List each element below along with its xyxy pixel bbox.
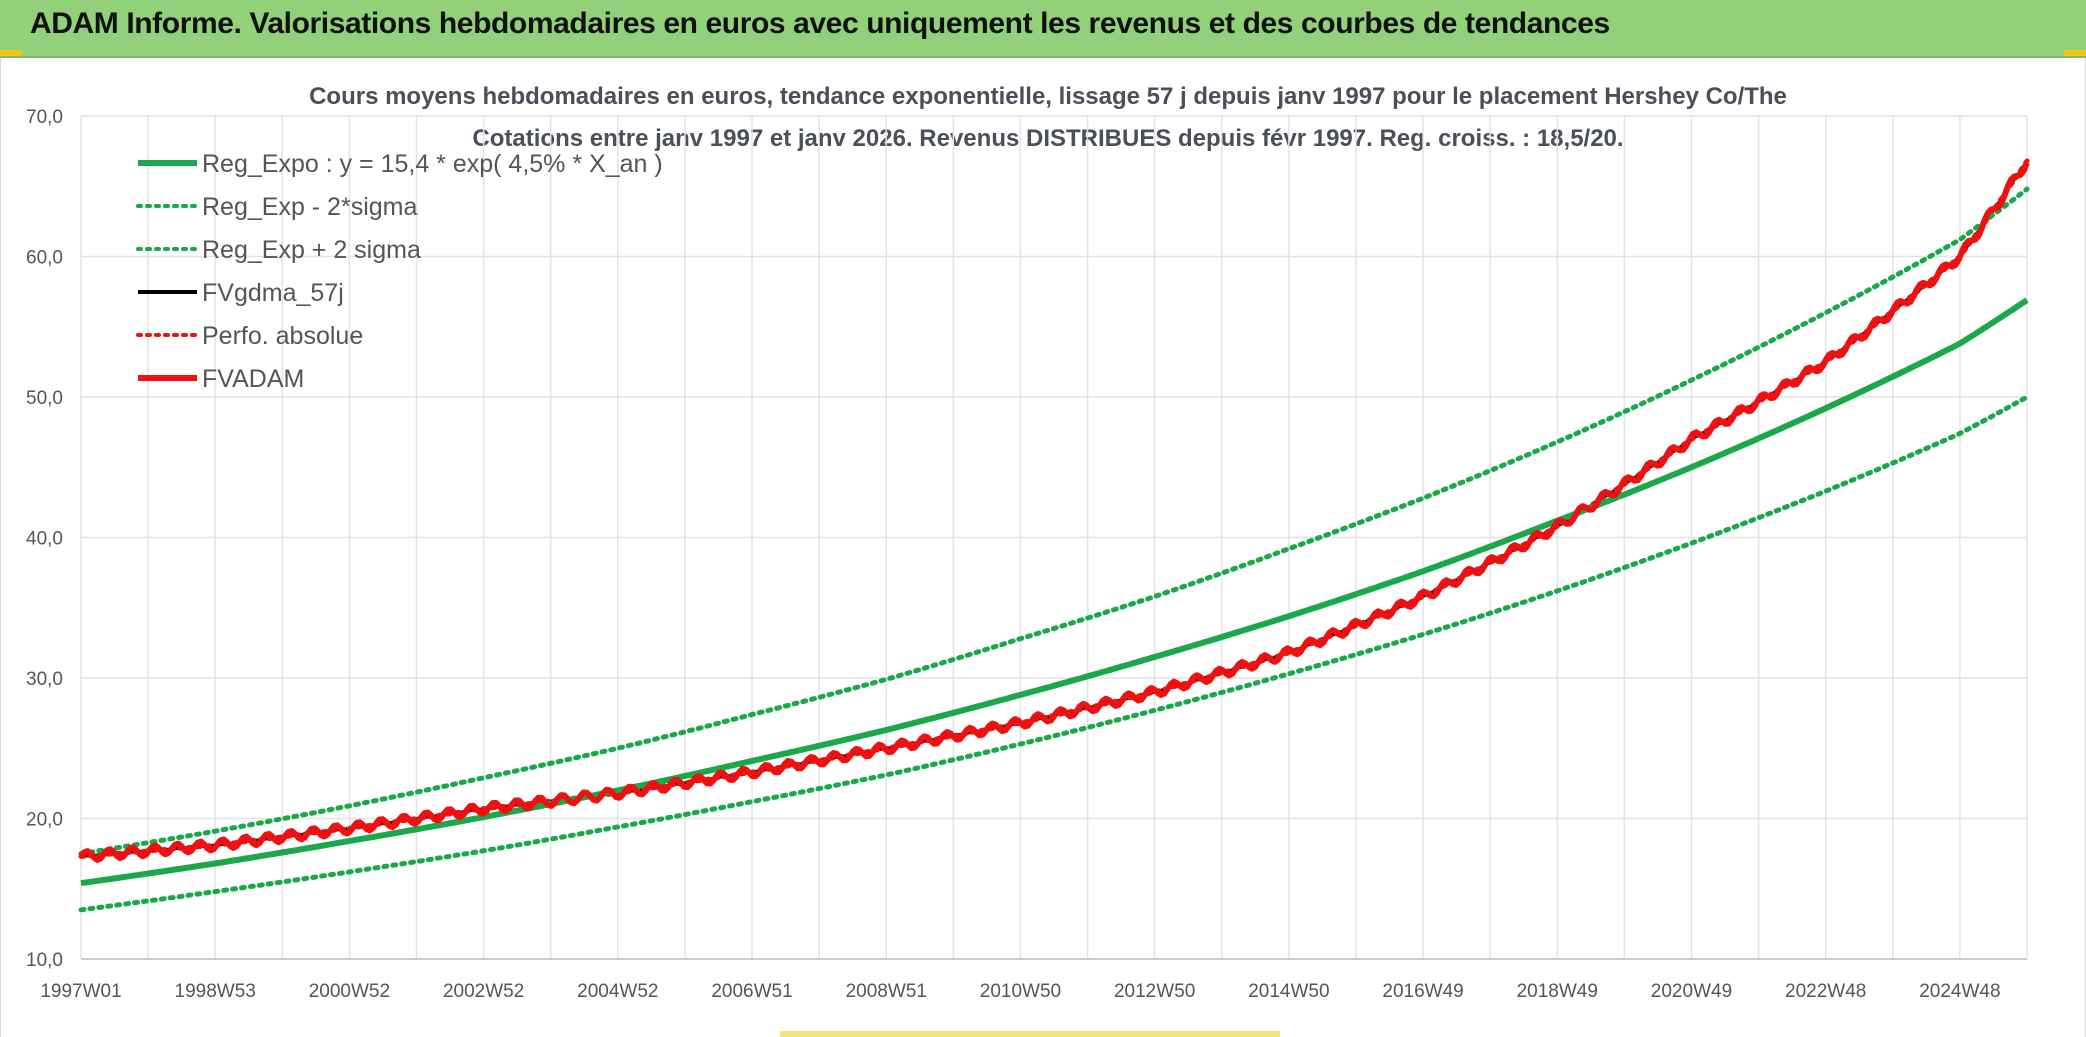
- y-tick-label: 40,0: [26, 529, 63, 550]
- chart-svg: Cours moyens hebdomadaires en euros, ten…: [26, 83, 2030, 1002]
- legend-label: FVADAM: [202, 365, 304, 393]
- corner-marker-right: [2064, 50, 2086, 56]
- series-reg-exp-2-sigma: [78, 186, 2030, 857]
- page-title: ADAM Informe. Valorisations hebdomadaire…: [30, 7, 1610, 40]
- bottom-marker: [780, 1031, 1280, 1037]
- chart-title: Cours moyens hebdomadaires en euros, ten…: [309, 83, 1787, 110]
- x-tick-label: 2006W51: [711, 981, 792, 1002]
- series-perfo-absolue: [78, 158, 2030, 859]
- x-tick-label: 2016W49: [1382, 981, 1463, 1002]
- x-tick-label: 2004W52: [577, 981, 658, 1002]
- series-fvadam: [78, 161, 2030, 863]
- legend-label: Reg_Exp + 2 sigma: [202, 236, 421, 264]
- legend-label: FVgdma_57j: [202, 279, 344, 307]
- corner-marker-left: [0, 50, 22, 56]
- y-tick-label: 10,0: [26, 950, 63, 971]
- x-tick-label: 2024W48: [1919, 981, 2000, 1002]
- y-tick-label: 60,0: [26, 248, 63, 269]
- series-reg-expo-y-15-4-exp-4-5-x-an-: [80, 297, 2029, 887]
- legend-label: Reg_Exp - 2*sigma: [202, 193, 417, 221]
- y-axis-ticks: 70,0 60,0 50,0 40,0 30,0 20,0 10,0: [26, 107, 63, 971]
- x-tick-label: 1997W01: [40, 981, 121, 1002]
- x-tick-label: 2014W50: [1248, 981, 1329, 1002]
- chart-subtitle: Cotations entre janv 1997 et janv 2026. …: [472, 125, 1623, 152]
- y-tick-label: 20,0: [26, 810, 63, 831]
- legend-label: Reg_Expo : y = 15,4 * exp( 4,5% * X_an ): [202, 150, 663, 178]
- x-tick-label: 2008W51: [846, 981, 927, 1002]
- x-tick-label: 1998W53: [175, 981, 256, 1002]
- chart-area: Cours moyens hebdomadaires en euros, ten…: [0, 58, 2086, 1037]
- y-tick-label: 50,0: [26, 388, 63, 409]
- series-lines: [78, 158, 2030, 913]
- x-tick-label: 2010W50: [980, 981, 1061, 1002]
- x-tick-label: 2000W52: [309, 981, 390, 1002]
- y-tick-label: 70,0: [26, 107, 63, 128]
- legend-label: Perfo. absolue: [202, 322, 363, 350]
- y-tick-label: 30,0: [26, 669, 63, 690]
- x-tick-label: 2020W49: [1651, 981, 1732, 1002]
- x-tick-label: 2022W48: [1785, 981, 1866, 1002]
- legend: Reg_Expo : y = 15,4 * exp( 4,5% * X_an )…: [136, 150, 663, 393]
- x-axis-ticks: 1997W01 1998W53 2000W52 2002W52 2004W52 2006W…: [40, 981, 2000, 1002]
- series-fvgdma-57j: [80, 160, 2029, 858]
- header-bar: ADAM Informe. Valorisations hebdomadaire…: [0, 0, 2086, 58]
- x-tick-label: 2018W49: [1517, 981, 1598, 1002]
- series-reg-exp-2-sigma: [78, 394, 2030, 913]
- x-tick-label: 2002W52: [443, 981, 524, 1002]
- x-tick-label: 2012W50: [1114, 981, 1195, 1002]
